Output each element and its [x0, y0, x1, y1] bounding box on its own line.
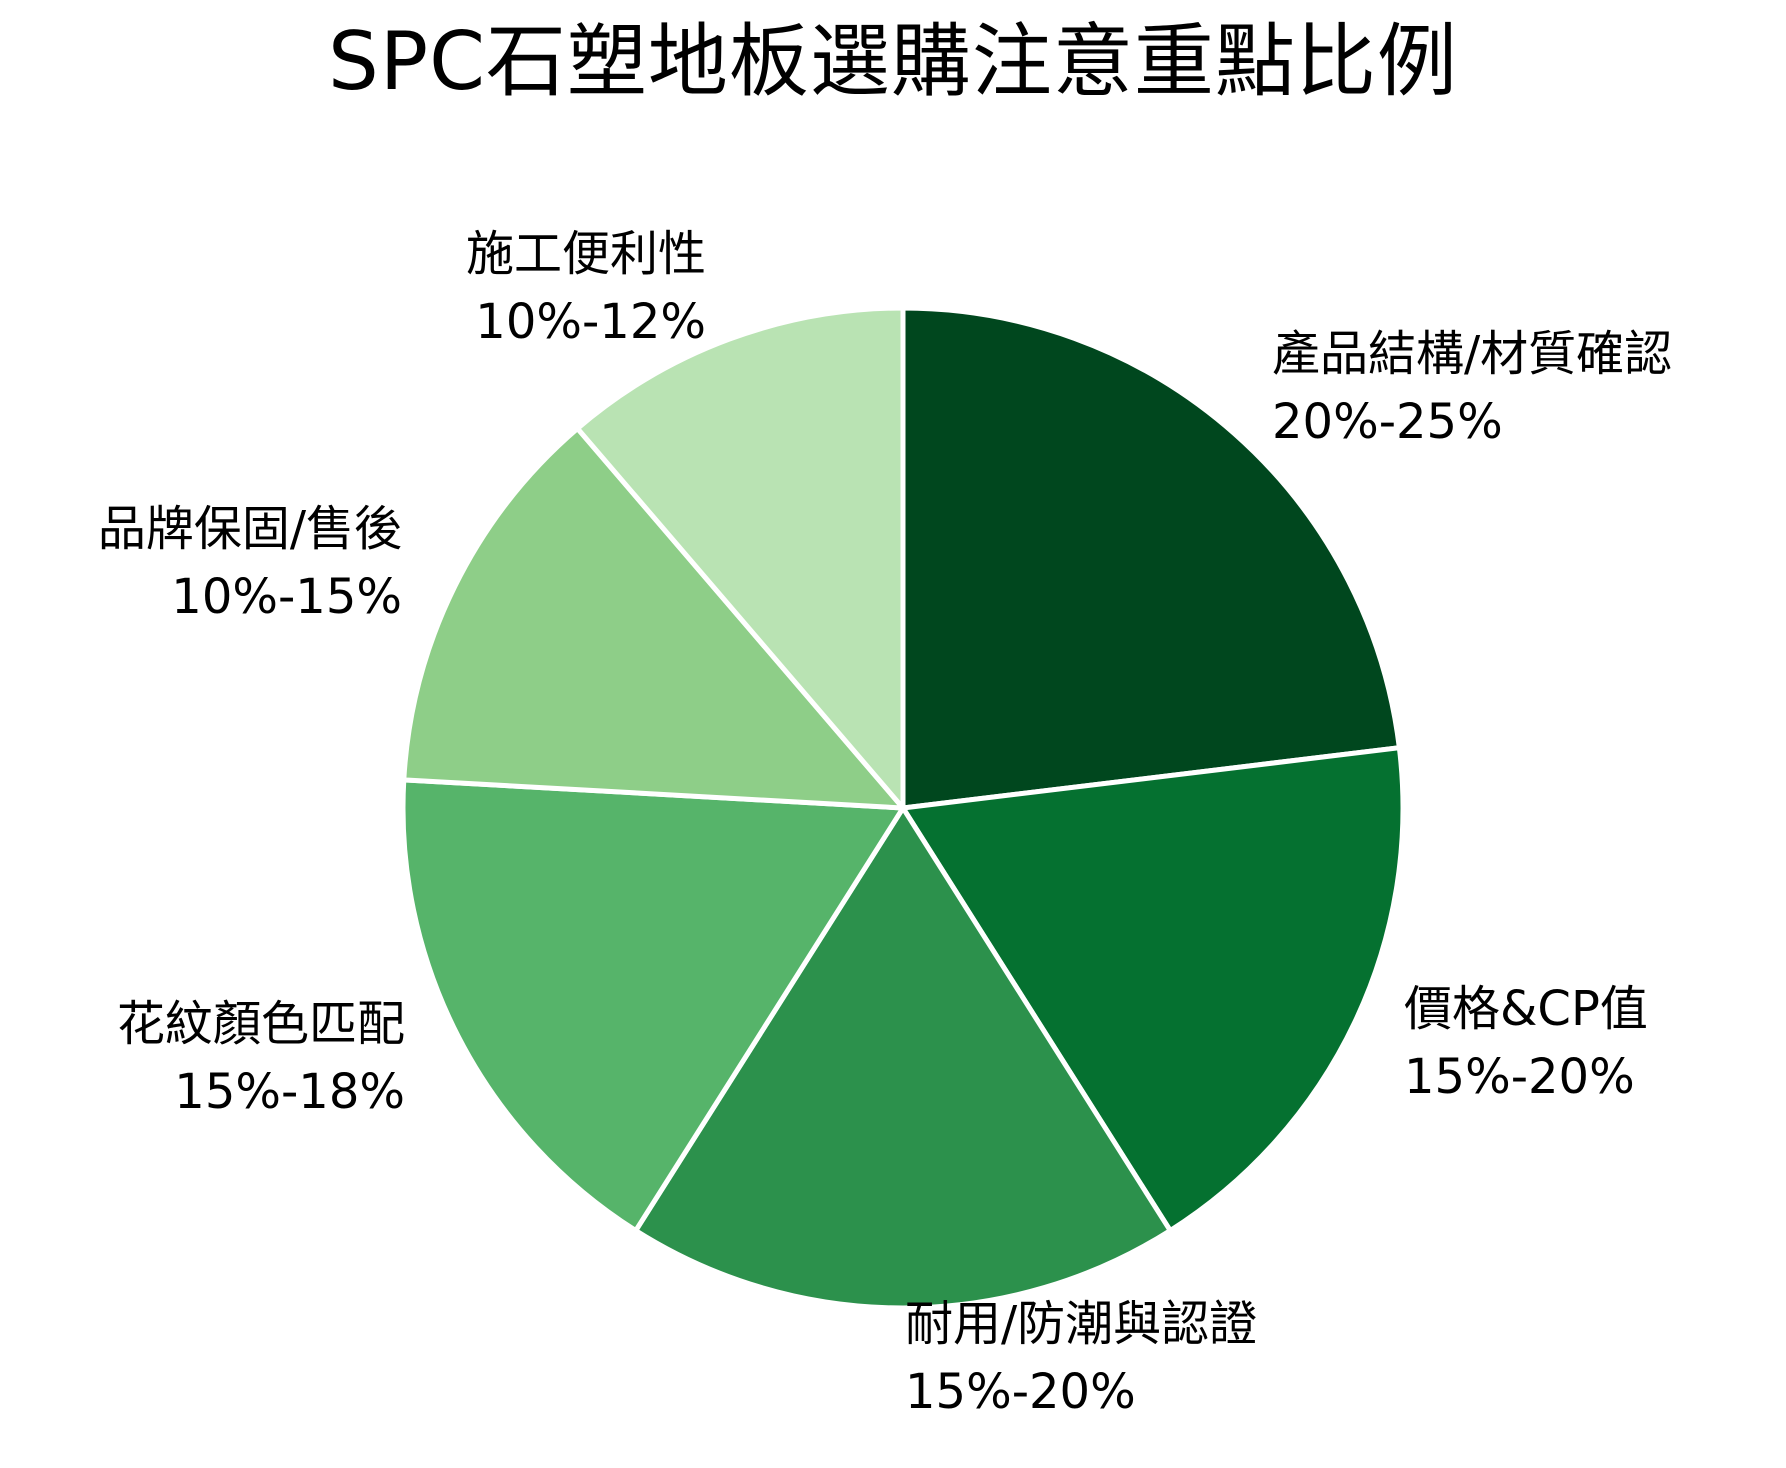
slice-label-5: 品牌保固/售後 — [98, 501, 402, 557]
slice-label-3: 耐用/防潮與認證 — [905, 1296, 1257, 1352]
pie-slice-2 — [900, 745, 1406, 1234]
pie-slice-5 — [401, 425, 906, 811]
pie-slice-6 — [575, 305, 906, 811]
slice-label-2: 價格&CP值 — [1404, 981, 1648, 1037]
pie-slice-3 — [633, 805, 1173, 1311]
chart-title: SPC石塑地板選購注意重點比例 — [328, 15, 1458, 108]
slice-range-6: 10%-12% — [475, 294, 706, 350]
slice-label-4: 花紋顏色匹配 — [117, 996, 405, 1052]
labels-layer: 產品結構/材質確認 20%-25% 價格&CP值 15%-20% 耐用/防潮與認證 15%… — [98, 226, 1672, 1420]
slice-range-5: 10%-15% — [171, 569, 402, 625]
slice-range-1: 20%-25% — [1272, 394, 1503, 450]
slice-range-3: 15%-20% — [905, 1364, 1136, 1420]
slices-layer — [400, 305, 1406, 1311]
pie-slice-4 — [400, 777, 906, 1234]
slice-label-6: 施工便利性 — [466, 226, 706, 282]
slice-range-2: 15%-20% — [1404, 1049, 1635, 1105]
slice-label-1: 產品結構/材質確認 — [1272, 326, 1672, 382]
pie-slice-1 — [900, 305, 1402, 811]
slice-range-4: 15%-18% — [174, 1064, 405, 1120]
